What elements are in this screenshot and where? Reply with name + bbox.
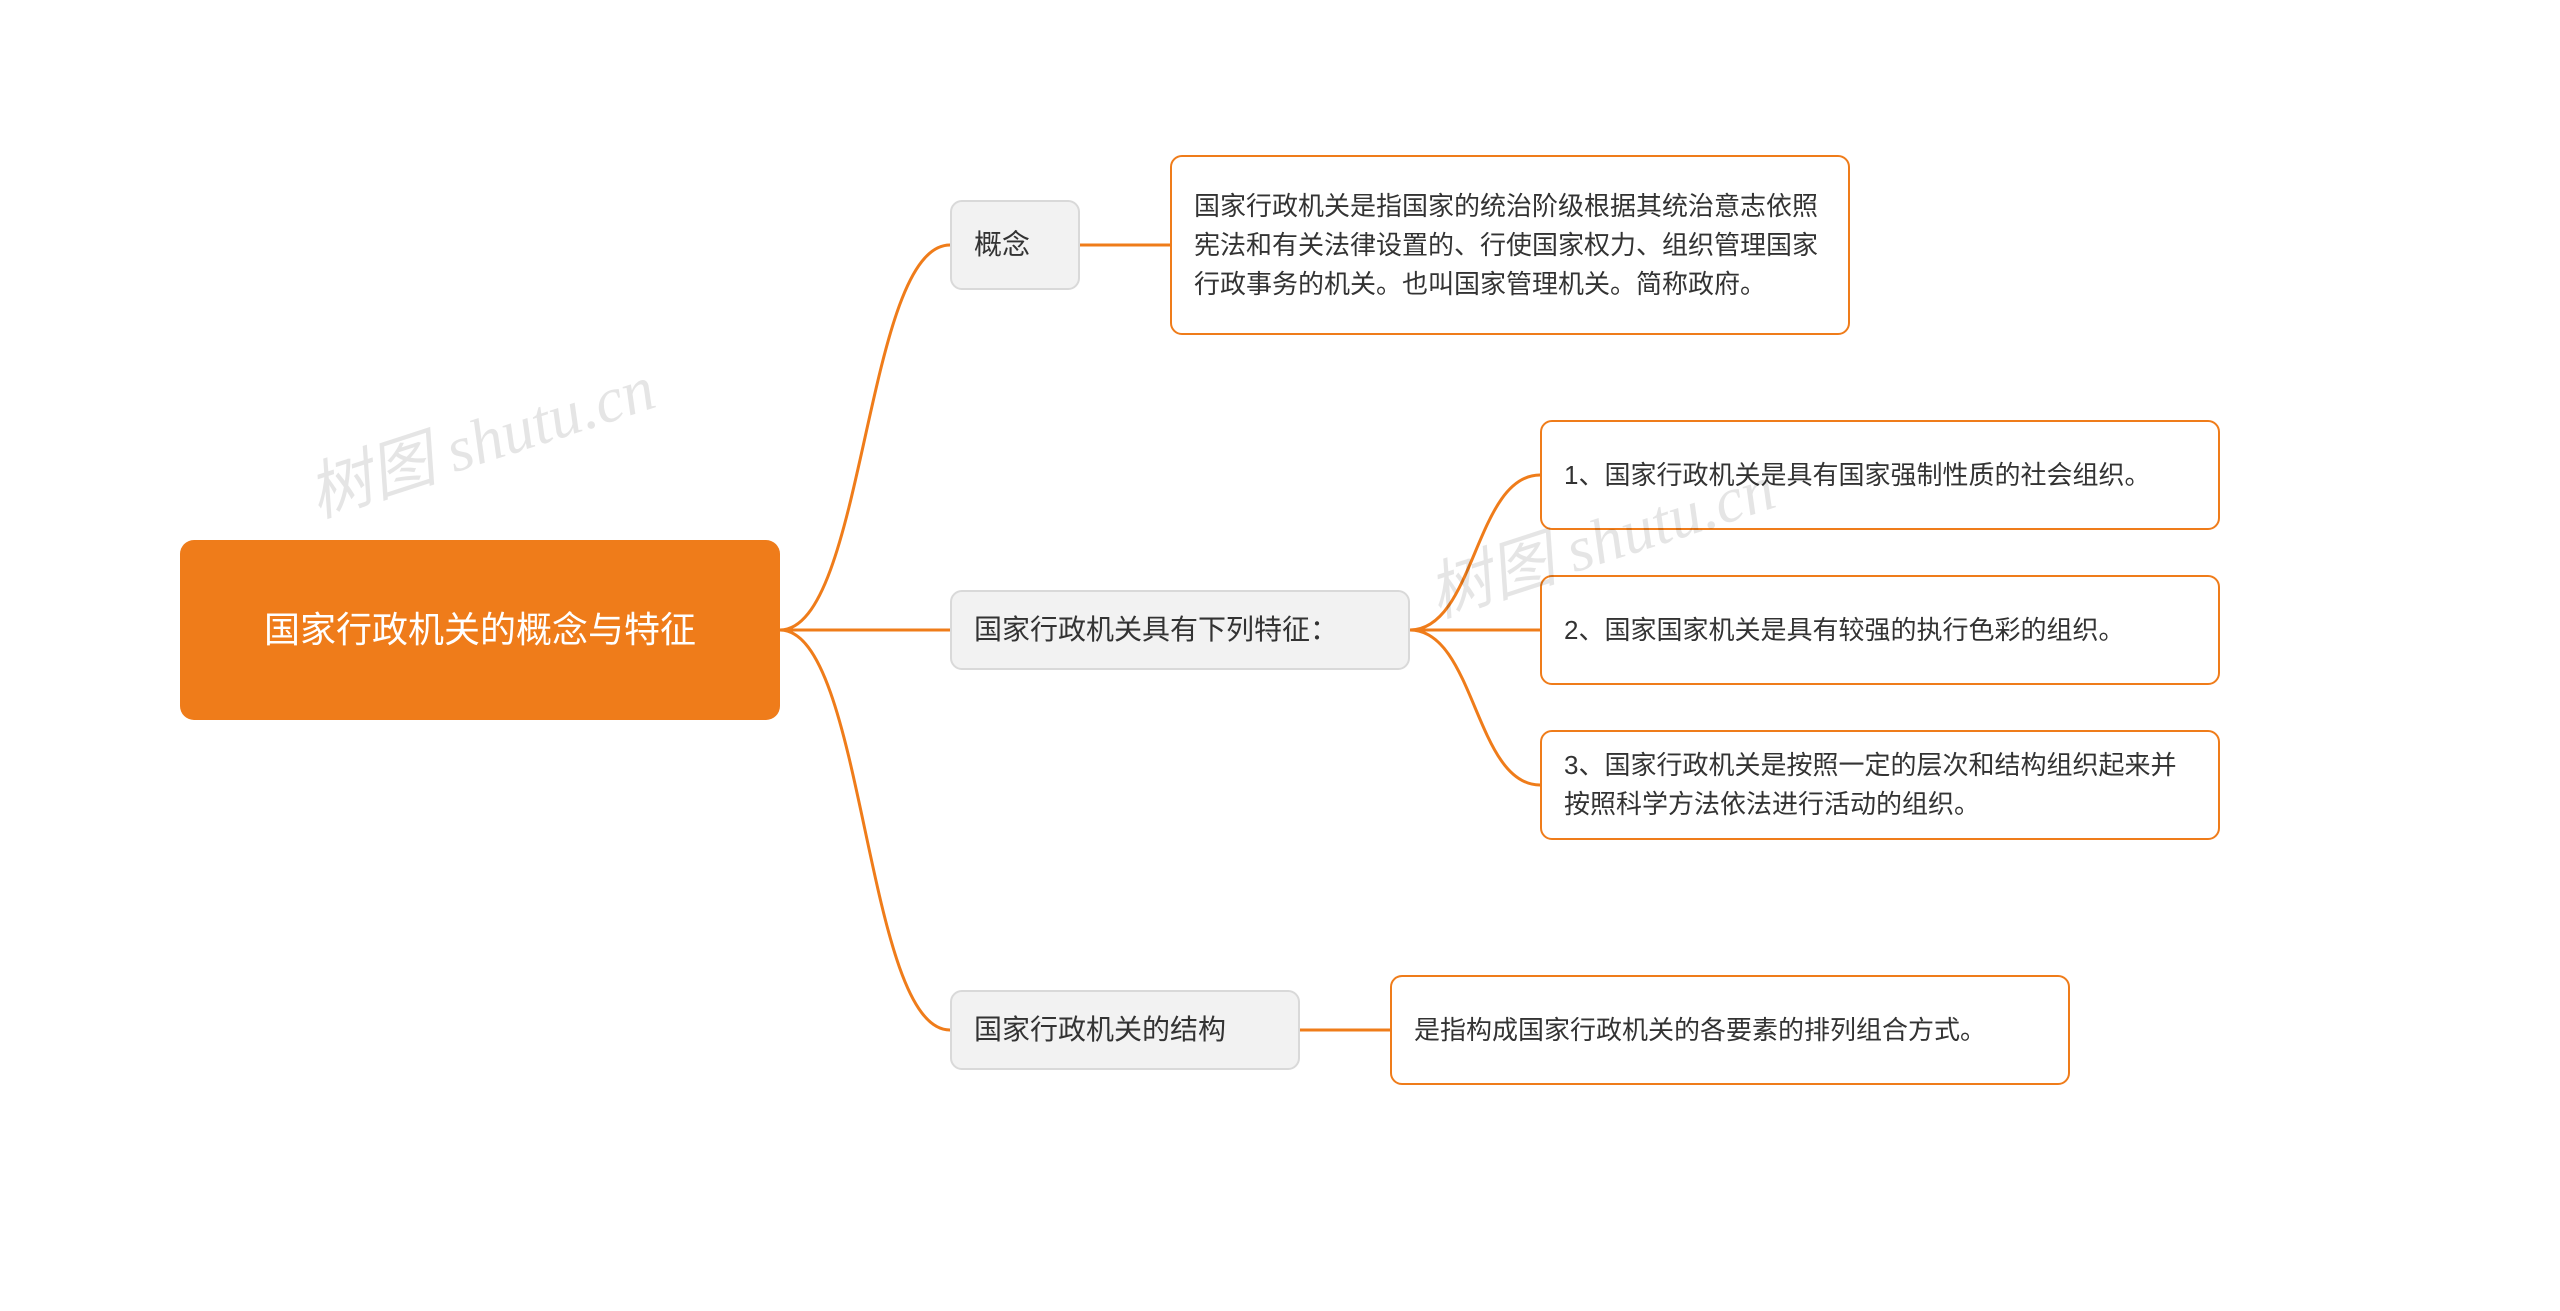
leaf-feature-2[interactable]: 2、国家国家机关是具有较强的执行色彩的组织。 [1540, 575, 2220, 685]
branch-concept[interactable]: 概念 [950, 200, 1080, 290]
root-node[interactable]: 国家行政机关的概念与特征 [180, 540, 780, 720]
watermark-1: 树图 shutu.cn [295, 337, 665, 535]
branch-features[interactable]: 国家行政机关具有下列特征： [950, 590, 1410, 670]
leaf-feature-1[interactable]: 1、国家行政机关是具有国家强制性质的社会组织。 [1540, 420, 2220, 530]
leaf-feature-3[interactable]: 3、国家行政机关是按照一定的层次和结构组织起来并按照科学方法依法进行活动的组织。 [1540, 730, 2220, 840]
leaf-concept-desc[interactable]: 国家行政机关是指国家的统治阶级根据其统治意志依照宪法和有关法律设置的、行使国家权… [1170, 155, 1850, 335]
branch-structure[interactable]: 国家行政机关的结构 [950, 990, 1300, 1070]
leaf-structure-desc[interactable]: 是指构成国家行政机关的各要素的排列组合方式。 [1390, 975, 2070, 1085]
